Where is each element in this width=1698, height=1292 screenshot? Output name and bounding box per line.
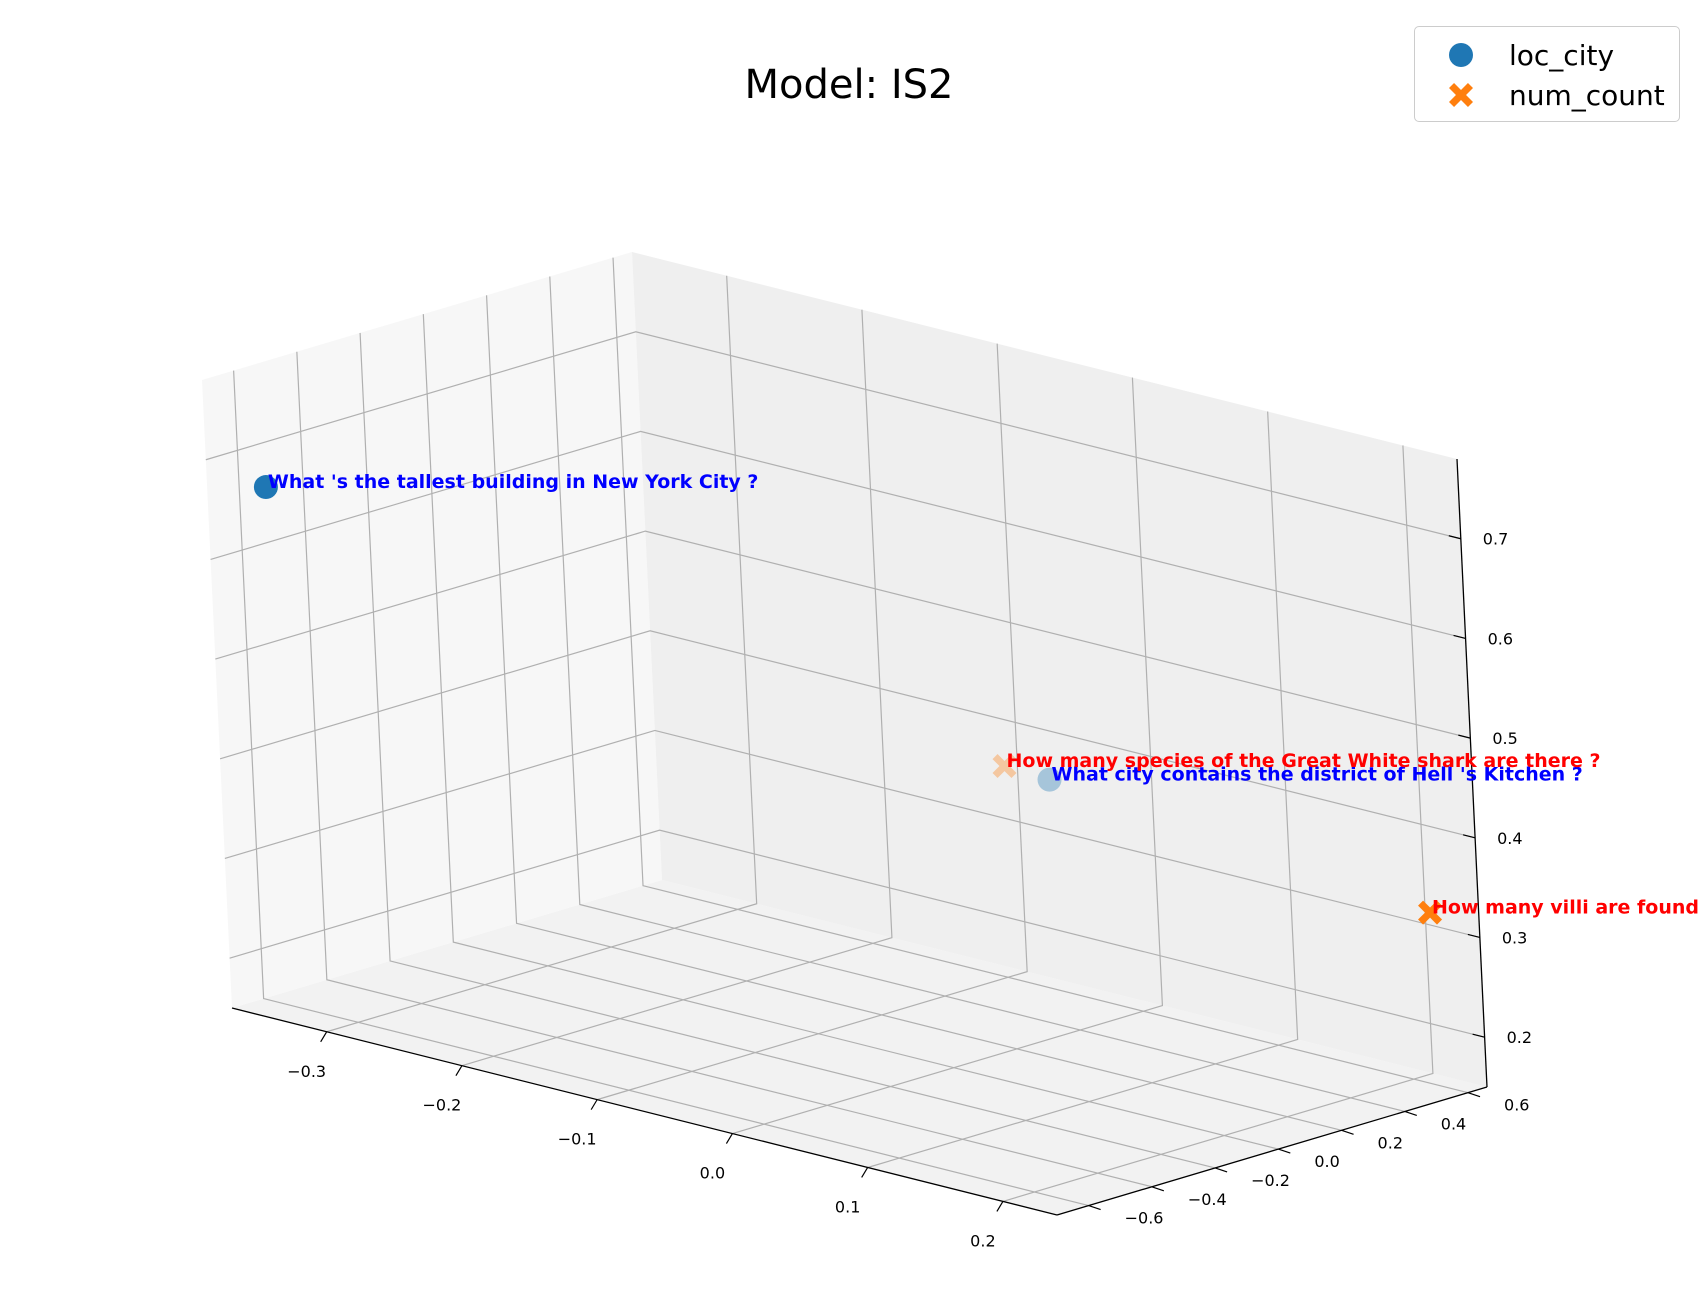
point-label: How many villi are found in the small in…: [1432, 897, 1698, 919]
grid-line: [867, 411, 1299, 1169]
back-pane: [632, 252, 1487, 1087]
grid-line: [224, 729, 1481, 939]
y-tick: [1341, 1129, 1354, 1135]
point-label: What city contains the district of Hell …: [1052, 764, 1583, 786]
axis-lines: [231, 458, 1488, 1216]
legend-label: num_count: [1509, 78, 1665, 112]
grid-line: [233, 370, 1089, 1207]
y-tick-label: −0.6: [1125, 1209, 1164, 1228]
grid-line: [219, 630, 1476, 839]
axes-panes: [202, 252, 1487, 1215]
grid-line: [422, 314, 1279, 1150]
legend: loc_city num_count: [1414, 26, 1680, 122]
y-tick: [1278, 1148, 1291, 1154]
z-tick: [1467, 933, 1481, 939]
data-point: [1418, 900, 1443, 925]
z-tick-label: 0.5: [1492, 729, 1517, 748]
grid-line: [732, 377, 1164, 1135]
y-tick: [1467, 1092, 1481, 1098]
y-tick: [1088, 1205, 1101, 1211]
y-tick-label: 0.2: [1378, 1133, 1403, 1152]
x-tick: [320, 1031, 328, 1043]
grid-line: [549, 276, 1405, 1113]
legend-label: loc_city: [1509, 38, 1615, 72]
point-label: What 's the tallest building in New York…: [268, 471, 759, 493]
x-tick: [455, 1065, 463, 1076]
grid-line: [210, 430, 1466, 640]
z-tick-label: 0.4: [1497, 829, 1522, 848]
grid-line: [215, 530, 1471, 739]
data-points: [253, 475, 1443, 925]
z-tick-label: 0.2: [1507, 1028, 1532, 1047]
x-tick-label: −0.2: [422, 1096, 461, 1115]
z-axis-line: [1456, 458, 1488, 1088]
grid-line: [612, 257, 1469, 1094]
legend-item-loc-city: loc_city: [1441, 35, 1614, 75]
data-point: [992, 754, 1017, 779]
x-tick-label: 0.0: [700, 1164, 725, 1183]
grid-line: [1002, 445, 1434, 1203]
legend-circle-icon: [1441, 35, 1481, 75]
z-tick: [1448, 535, 1461, 540]
grid-line: [326, 275, 758, 1033]
tick-labels: −0.3 −0.2 −0.1 0.0 0.1 0.2 −0.6 −0.4 −0.2 0.0 0.2 0…: [287, 530, 1532, 1251]
y-tick: [1404, 1110, 1417, 1117]
x-tick: [725, 1133, 733, 1144]
point-label: How many species of the Great White shar…: [1007, 750, 1601, 772]
z-tick: [1453, 634, 1466, 640]
left-pane: [202, 252, 662, 1008]
grid-line: [461, 309, 893, 1067]
grid-lines: [205, 257, 1485, 1207]
y-tick-label: −0.4: [1188, 1190, 1227, 1209]
x-tick-label: 0.2: [970, 1231, 995, 1250]
y-tick: [1151, 1186, 1165, 1192]
grid-line: [596, 343, 1028, 1101]
grid-line: [205, 331, 1461, 540]
z-tick: [1458, 734, 1471, 739]
z-tick-label: 0.3: [1502, 928, 1527, 947]
grid-line: [485, 295, 1342, 1131]
z-tick-label: 0.6: [1488, 629, 1513, 648]
grid-line: [359, 332, 1216, 1169]
x-axis-line: [231, 1007, 1058, 1216]
y-axis-line: [1056, 1086, 1488, 1216]
y-tick-label: 0.6: [1504, 1096, 1529, 1115]
y-tick-label: 0.4: [1441, 1114, 1466, 1133]
legend-item-num-count: num_count: [1441, 75, 1665, 115]
z-tick-label: 0.7: [1483, 530, 1508, 549]
data-point: [1037, 767, 1062, 792]
y-tick-label: −0.2: [1251, 1171, 1290, 1190]
floor-pane: [232, 880, 1487, 1215]
x-tick: [590, 1099, 598, 1110]
grid-line: [296, 351, 1152, 1188]
x-tick: [996, 1201, 1004, 1212]
legend-x-icon: [1441, 75, 1481, 115]
chart-title: Model: IS2: [744, 62, 954, 108]
y-tick-label: 0.0: [1314, 1152, 1339, 1171]
point-annotations: What 's the tallest building in New York…: [268, 471, 1698, 919]
x-tick-label: −0.1: [558, 1130, 597, 1149]
data-point: [253, 475, 278, 500]
x-tick: [861, 1167, 869, 1178]
y-tick: [1214, 1167, 1228, 1173]
x-tick-label: 0.1: [835, 1197, 860, 1216]
grid-line: [229, 829, 1485, 1038]
x-tick-label: −0.3: [287, 1062, 326, 1081]
z-tick: [1462, 834, 1476, 839]
z-tick: [1472, 1033, 1485, 1038]
